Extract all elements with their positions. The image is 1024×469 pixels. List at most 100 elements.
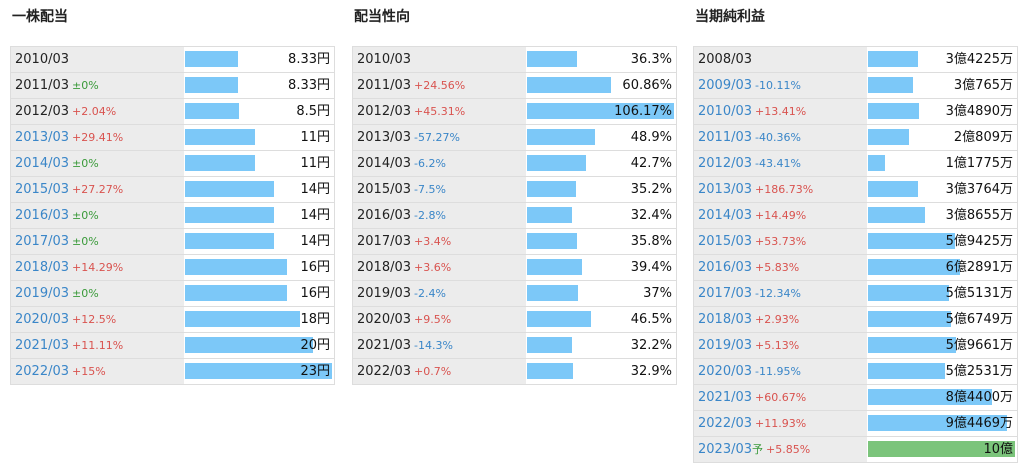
change: -7.5%: [414, 183, 446, 196]
bar: [868, 207, 925, 223]
value: 5億2531万: [945, 364, 1013, 379]
period[interactable]: 2023/03: [698, 442, 753, 457]
change: +2.04%: [72, 105, 117, 118]
value-cell: 9億4469万: [868, 411, 1017, 436]
row: 2018/03 +2.93% 5億6749万: [694, 307, 1017, 333]
period[interactable]: 2015/03: [698, 234, 753, 249]
value: 37%: [643, 286, 672, 301]
period-cell: 2015/03 +53.73%: [694, 229, 867, 254]
bar: [527, 129, 595, 145]
change: +13.41%: [755, 105, 807, 118]
period[interactable]: 2011/03: [698, 130, 753, 145]
row: 2013/03 -57.27% 48.9%: [353, 125, 676, 151]
forecast-mark: 予: [752, 443, 764, 456]
value-cell: 60.86%: [527, 73, 676, 98]
period-cell: 2014/03 -6.2%: [353, 151, 526, 176]
value-cell: 32.2%: [527, 333, 676, 358]
period[interactable]: 2013/03: [698, 182, 753, 197]
value-cell: 2億809万: [868, 125, 1017, 150]
period: 2019/03: [357, 286, 412, 301]
period[interactable]: 2012/03: [698, 156, 753, 171]
value-cell: 32.9%: [527, 359, 676, 384]
bar: [868, 441, 1015, 457]
change: -57.27%: [414, 131, 460, 144]
bar: [868, 337, 956, 353]
period[interactable]: 2020/03: [15, 312, 70, 327]
value-cell: 5億9425万: [868, 229, 1017, 254]
change: +14.29%: [72, 261, 124, 274]
period[interactable]: 2009/03: [698, 78, 753, 93]
period[interactable]: 2020/03: [698, 364, 753, 379]
row: 2018/03 +14.29% 16円: [11, 255, 334, 281]
row: 2014/03 -6.2% 42.7%: [353, 151, 676, 177]
period: 2012/03: [357, 104, 412, 119]
value-cell: 36.3%: [527, 47, 676, 72]
value: 48.9%: [630, 130, 672, 145]
value-cell: 5億6749万: [868, 307, 1017, 332]
row: 2014/03 +14.49% 3億8655万: [694, 203, 1017, 229]
change: +11.93%: [755, 417, 807, 430]
period[interactable]: 2013/03: [15, 130, 70, 145]
period[interactable]: 2018/03: [698, 312, 753, 327]
bar: [868, 389, 993, 405]
period-cell: 2018/03 +2.93%: [694, 307, 867, 332]
period-cell: 2020/03 -11.95%: [694, 359, 867, 384]
change: +11.11%: [72, 339, 124, 352]
table: 2010/03 8.33円 2011/03 ±0% 8.33円 2012/03 +2.04%…: [10, 46, 335, 385]
period[interactable]: 2022/03: [15, 364, 70, 379]
period-cell: 2016/03 ±0%: [11, 203, 184, 228]
change: -12.34%: [755, 287, 801, 300]
period[interactable]: 2019/03: [698, 338, 753, 353]
period[interactable]: 2021/03: [15, 338, 70, 353]
value: 39.4%: [630, 260, 672, 275]
period-cell: 2019/03 ±0%: [11, 281, 184, 306]
value-cell: 8.33円: [185, 47, 334, 72]
row: 2010/03 36.3%: [353, 47, 676, 73]
row: 2011/03 ±0% 8.33円: [11, 73, 334, 99]
period[interactable]: 2015/03: [15, 182, 70, 197]
panel-title: 当期純利益: [695, 9, 765, 25]
bar: [185, 181, 275, 197]
period[interactable]: 2017/03: [698, 286, 753, 301]
value: 3億3764万: [945, 182, 1013, 197]
value: 60.86%: [622, 78, 672, 93]
period[interactable]: 2018/03: [15, 260, 70, 275]
period[interactable]: 2014/03: [698, 208, 753, 223]
row: 2016/03 -2.8% 32.4%: [353, 203, 676, 229]
value: 5億9661万: [945, 338, 1013, 353]
period[interactable]: 2017/03: [15, 234, 70, 249]
period[interactable]: 2016/03: [698, 260, 753, 275]
row: 2010/03 8.33円: [11, 47, 334, 73]
value-cell: 1億1775万: [868, 151, 1017, 176]
change: -2.8%: [414, 209, 446, 222]
change: ±0%: [72, 209, 99, 222]
value-cell: 8億4400万: [868, 385, 1017, 410]
change: ±0%: [72, 157, 99, 170]
period-cell: 2021/03 +60.67%: [694, 385, 867, 410]
period-cell: 2018/03 +14.29%: [11, 255, 184, 280]
value-cell: 3億8655万: [868, 203, 1017, 228]
period[interactable]: 2010/03: [698, 104, 753, 119]
bar: [868, 311, 952, 327]
period[interactable]: 2021/03: [698, 390, 753, 405]
change: ±0%: [72, 235, 99, 248]
value: 8億4400万: [945, 390, 1013, 405]
period-cell: 2020/03 +12.5%: [11, 307, 184, 332]
period[interactable]: 2014/03: [15, 156, 70, 171]
period-cell: 2012/03 +45.31%: [353, 99, 526, 124]
value-cell: 5億9661万: [868, 333, 1017, 358]
change: +45.31%: [414, 105, 466, 118]
row: 2022/03 +15% 23円: [11, 359, 334, 384]
value: 36.3%: [630, 52, 672, 67]
period-cell: 2009/03 -10.11%: [694, 73, 867, 98]
value: 11円: [300, 130, 330, 145]
period[interactable]: 2016/03: [15, 208, 70, 223]
period[interactable]: 2019/03: [15, 286, 70, 301]
bar: [185, 129, 256, 145]
value: 8.5円: [296, 104, 330, 119]
change: +53.73%: [755, 235, 807, 248]
period-cell: 2019/03 +5.13%: [694, 333, 867, 358]
value-cell: 3億4225万: [868, 47, 1017, 72]
period[interactable]: 2022/03: [698, 416, 753, 431]
